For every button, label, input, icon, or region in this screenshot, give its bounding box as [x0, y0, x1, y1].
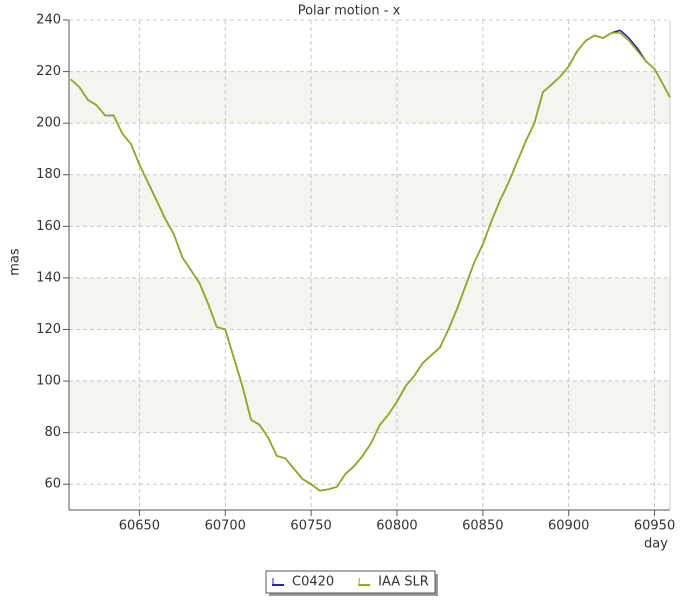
- x-tick-label: 60700: [205, 519, 246, 534]
- band: [69, 174, 670, 227]
- y-tick-label: 220: [36, 64, 61, 79]
- band: [69, 277, 670, 330]
- y-tick-label: 140: [36, 270, 61, 285]
- x-tick-label: 60800: [376, 519, 417, 534]
- x-tick-label: 60950: [634, 519, 675, 534]
- band: [69, 71, 670, 124]
- legend-box: [265, 570, 436, 594]
- legend-label: C0420: [292, 575, 334, 590]
- series-line: [70, 32, 671, 492]
- legend-label: IAA SLR: [378, 575, 429, 590]
- y-tick-label: 160: [36, 219, 61, 234]
- band: [69, 381, 670, 433]
- y-tick-label: 240: [36, 13, 61, 28]
- x-tick-label: 60900: [548, 519, 589, 534]
- y-tick-label: 60: [44, 477, 61, 492]
- chart-title: Polar motion - x: [298, 4, 401, 19]
- y-tick-label: 180: [36, 167, 61, 182]
- legend: C0420 IAA SLR: [265, 570, 438, 596]
- x-axis-label: day: [644, 537, 668, 552]
- y-tick-label: 200: [36, 116, 61, 131]
- x-tick-label: 60850: [462, 519, 503, 534]
- x-tick-label: 60650: [119, 519, 160, 534]
- y-tick-label: 80: [44, 425, 61, 440]
- y-axis-label: mas: [8, 248, 23, 276]
- x-tick-label: 60750: [290, 519, 331, 534]
- plot-area: 60 80 100 120 140 160 180 200 220 240 60650 60700 60…: [36, 13, 675, 534]
- y-tick-label: 120: [36, 322, 61, 337]
- y-tick-label: 100: [36, 374, 61, 389]
